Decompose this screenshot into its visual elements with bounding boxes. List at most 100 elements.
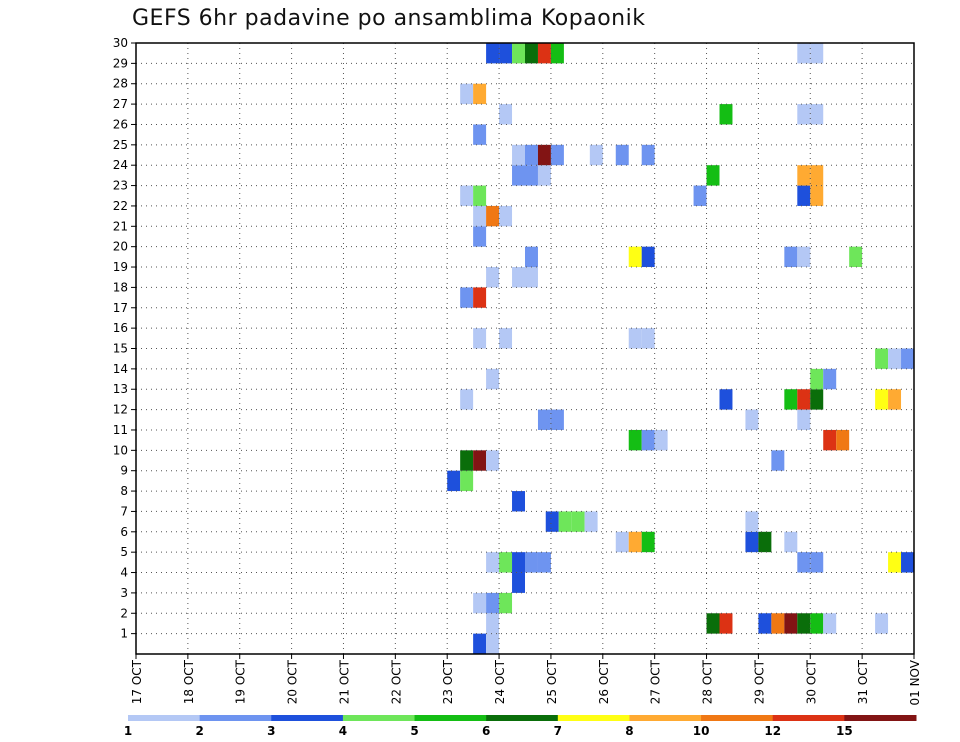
heatmap-cell <box>810 552 824 573</box>
y-tick-label: 7 <box>120 504 128 518</box>
heatmap-cell <box>641 144 655 166</box>
heatmap-cell <box>797 246 811 268</box>
heatmap-cell <box>719 613 733 634</box>
y-tick-label: 21 <box>113 219 128 233</box>
heatmap-cell <box>641 531 655 553</box>
heatmap-cell <box>499 328 513 349</box>
heatmap-cell <box>628 531 642 553</box>
heatmap-cell <box>571 511 585 532</box>
x-tick-label: 21 OCT <box>337 659 351 704</box>
colorbar-segment <box>486 715 559 721</box>
heatmap-cell <box>512 572 525 593</box>
colorbar-label: 10 <box>693 724 710 738</box>
heatmap-cell <box>537 165 551 186</box>
heatmap-cell <box>499 592 513 614</box>
y-tick-label: 19 <box>113 260 128 274</box>
heatmap-cell <box>784 246 798 268</box>
heatmap-cell <box>771 450 785 471</box>
heatmap-cell <box>537 409 551 430</box>
heatmap-cell <box>537 43 551 64</box>
heatmap-cell <box>810 185 824 206</box>
heatmap-cell <box>615 531 629 553</box>
heatmap-cell <box>797 389 811 410</box>
heatmap-cell <box>460 389 474 410</box>
x-tick-label: 25 OCT <box>545 659 559 704</box>
y-tick-label: 14 <box>113 362 128 376</box>
heatmap-cell <box>460 470 474 492</box>
heatmap-cell <box>706 165 720 186</box>
heatmap-cell <box>875 389 889 410</box>
x-tick-label: 01 NOV <box>908 659 922 705</box>
heatmap-cell <box>823 368 837 390</box>
heatmap-cell <box>512 43 525 64</box>
x-tick-label: 17 OCT <box>130 659 144 704</box>
y-tick-label: 3 <box>120 586 128 600</box>
heatmap-cell <box>550 144 564 166</box>
heatmap-cell <box>758 613 772 634</box>
x-tick-label: 29 OCT <box>752 659 766 704</box>
heatmap-cell <box>628 246 642 268</box>
y-tick-label: 20 <box>113 240 128 254</box>
heatmap-cell <box>550 43 564 64</box>
heatmap-cell <box>901 348 914 369</box>
colorbar-label: 1 <box>124 724 132 738</box>
y-tick-label: 6 <box>120 525 128 539</box>
heatmap-cell <box>719 389 733 410</box>
y-tick-label: 26 <box>113 117 128 131</box>
heatmap-cell <box>525 43 538 64</box>
heatmap-cell <box>499 104 513 125</box>
colorbar-segment <box>271 715 344 721</box>
heatmap-cell <box>486 267 500 288</box>
heatmap-cell <box>486 613 500 634</box>
y-tick-label: 13 <box>113 382 128 396</box>
y-tick-label: 23 <box>113 179 128 193</box>
heatmap-cell <box>473 124 487 145</box>
heatmap-cell <box>797 409 811 430</box>
colorbar-label: 8 <box>625 724 633 738</box>
x-tick-label: 20 OCT <box>286 659 300 704</box>
heatmap-cell <box>486 43 500 64</box>
colorbar-label: 6 <box>482 724 490 738</box>
heatmap-cell <box>512 267 525 288</box>
y-tick-label: 10 <box>113 443 128 457</box>
colorbar-segment <box>557 715 630 721</box>
heatmap-cell <box>545 511 559 532</box>
heatmap-cell <box>641 429 655 451</box>
heatmap-cell <box>797 104 811 125</box>
heatmap-cell <box>628 328 642 349</box>
x-tick-label: 27 OCT <box>649 659 663 704</box>
x-tick-label: 30 OCT <box>804 659 818 704</box>
y-tick-label: 5 <box>120 545 128 559</box>
colorbar-segment <box>772 715 845 721</box>
heatmap-cell <box>525 165 538 186</box>
grid-layer <box>136 43 914 654</box>
heatmap-cell <box>810 389 824 410</box>
colorbar-label: 2 <box>195 724 203 738</box>
y-tick-label: 8 <box>120 484 128 498</box>
heatmap-cell <box>473 328 487 349</box>
heatmap-cell <box>875 613 889 634</box>
heatmap-cell <box>810 613 824 634</box>
heatmap-cell <box>525 144 538 166</box>
y-tick-label: 16 <box>113 321 128 335</box>
heatmap-cell <box>550 409 564 430</box>
x-tick-label: 22 OCT <box>389 659 403 704</box>
y-tick-label: 18 <box>113 280 128 294</box>
colorbar-segment <box>629 715 702 721</box>
heatmap-cell <box>460 450 474 471</box>
x-tick-label: 28 OCT <box>701 659 715 704</box>
x-tick-label: 23 OCT <box>441 659 455 704</box>
heatmap-cell <box>810 104 824 125</box>
y-tick-label: 12 <box>113 403 128 417</box>
heatmap-cell <box>784 531 798 553</box>
y-tick-label: 25 <box>113 138 128 152</box>
heatmap-cell <box>758 531 772 553</box>
heatmap-cell <box>875 348 889 369</box>
heatmap-cell <box>641 246 655 268</box>
heatmap-cell <box>486 368 500 390</box>
heatmap-cell <box>641 328 655 349</box>
heatmap-cell <box>836 429 850 451</box>
y-tick-label: 30 <box>113 36 128 50</box>
heatmap-cell <box>512 491 525 512</box>
y-tick-label: 17 <box>113 301 128 315</box>
